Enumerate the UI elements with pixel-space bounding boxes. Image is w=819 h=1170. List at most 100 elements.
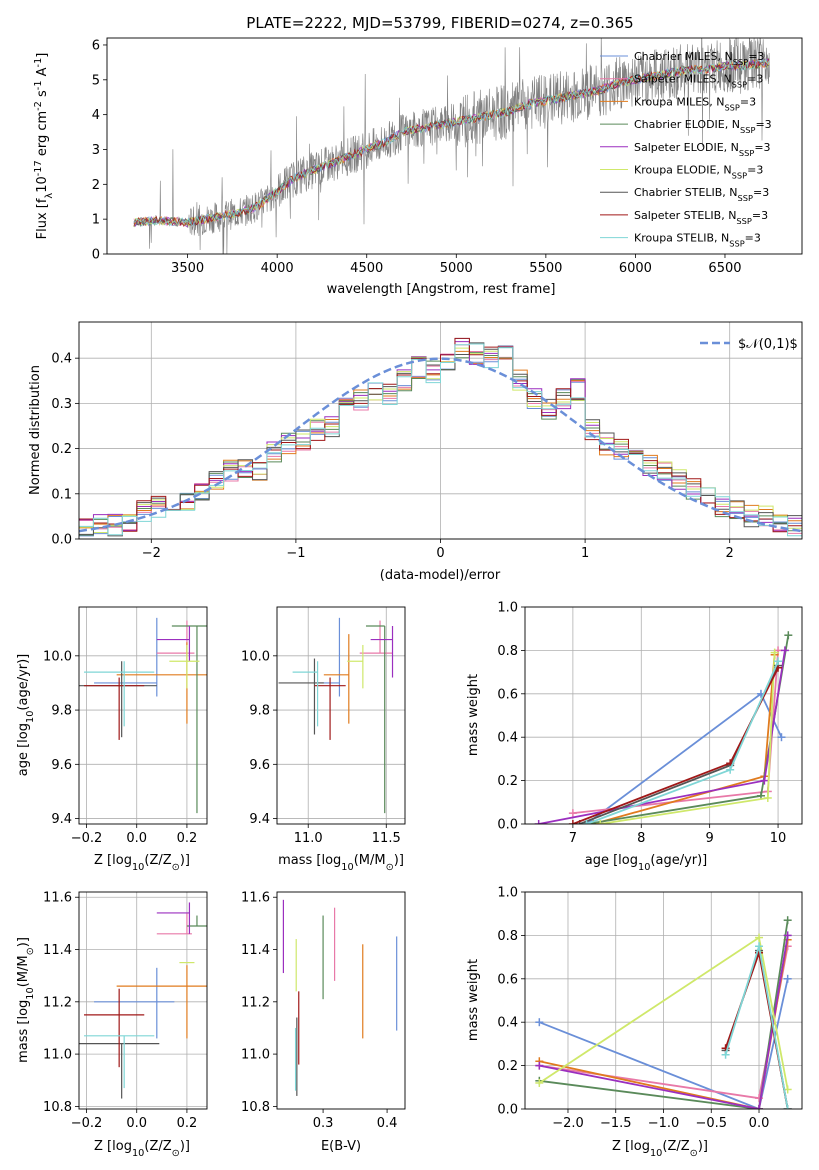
label-part: −1.5 (600, 1116, 632, 1131)
y-tick-label: 0.2 (497, 774, 518, 789)
label-part: 0.6 (497, 687, 518, 702)
label-part: 10 (770, 831, 787, 846)
x-axis-label: Z [log10(Z/Z⊙)] (94, 1139, 190, 1159)
y-axis-label: age [log10(age/yr)] (16, 654, 36, 777)
x-axis-label: Z [log10(Z/Z⊙)] (94, 853, 190, 873)
label-part: 0.4 (497, 731, 518, 746)
y-tick-label: 9.6 (249, 758, 270, 773)
label-part: 6 (92, 38, 100, 53)
weight-line-chabrier_miles (586, 692, 783, 824)
label-part: 0.0 (497, 1103, 518, 1118)
label-part: PLATE=2222, MJD=53799, FIBERID=0274, z=0… (246, 14, 633, 32)
label-part: Kroupa MILES, N (634, 95, 724, 108)
label-part: Z [log (94, 853, 132, 868)
y-tick-label: 0.2 (51, 442, 72, 457)
y-tick-label: 0.0 (497, 1103, 518, 1118)
y-tick-label: 1.0 (497, 886, 518, 901)
label-part: 0 (92, 248, 100, 263)
x-tick-label: 3500 (171, 261, 204, 276)
x-tick-label: 1 (581, 546, 589, 561)
y-tick-label: 9.4 (51, 812, 72, 827)
y-tick-label: 1.0 (497, 601, 518, 616)
label-part: SSP (732, 171, 747, 181)
label-part: λ (44, 193, 55, 199)
x-axis-label: mass [log10(M/M⊙)] (278, 853, 404, 873)
label-part: ⊙ (172, 1148, 180, 1159)
label-part: 6000 (619, 261, 652, 276)
label-part: 9.6 (51, 758, 72, 773)
y-tick-label: 0.4 (51, 352, 72, 367)
weight_vs_age-marks (534, 631, 793, 824)
label-part: (age/yr)] (650, 853, 707, 868)
weight-line-chabrier_stelib (724, 950, 789, 1109)
y-tick-label: 10.8 (43, 1100, 72, 1115)
y-axis-label: Flux [fλ10-17 erg cm-2 s-1 A-1] (33, 53, 55, 240)
label-part: 1.0 (497, 886, 518, 901)
weight_vs_Z-marks (535, 916, 792, 1109)
y-axis-label: Normed distribution (28, 365, 43, 495)
label-part: 0.2 (497, 1059, 518, 1074)
x-tick-label: −2 (142, 546, 161, 561)
y-tick-label: 11.0 (241, 1048, 270, 1063)
x-tick-label: 0.3 (313, 1116, 334, 1131)
x-tick-label: 4000 (261, 261, 294, 276)
label-part: (data-model)/error (380, 568, 501, 583)
label-part: 10 (132, 1148, 144, 1159)
label-part: 4500 (350, 261, 383, 276)
label-part: 0.3 (313, 1116, 334, 1131)
label-part: )] (180, 1139, 190, 1154)
label-part: 7 (569, 831, 577, 846)
label-part: 9.8 (249, 704, 270, 719)
label-part: -17 (33, 160, 44, 176)
label-part: mass [log (16, 1000, 31, 1063)
label-part: 11.2 (241, 995, 270, 1010)
label-part: Kroupa STELIB, N (634, 232, 729, 245)
label-part: ⊙ (386, 862, 394, 873)
label-part: 0.0 (126, 1116, 147, 1131)
y-axis-label: mass [log10(M/M⊙)] (16, 937, 36, 1063)
age_vs_Z-frame (78, 606, 208, 825)
y-axis-label: mass weight (466, 674, 481, 756)
label-part: Salpeter STELIB, N (634, 209, 736, 222)
label-part: =3 (752, 209, 768, 222)
label-part: s (35, 90, 50, 101)
label-part: Chabrier STELIB, N (634, 186, 738, 199)
label-part: =3 (754, 141, 770, 154)
label-part: 5500 (529, 261, 562, 276)
x-tick-label: 0.0 (126, 1116, 147, 1131)
weight-line-chabrier_elodie (539, 920, 789, 1109)
residuals-marks (79, 337, 802, 537)
x-tick-label: 9 (706, 831, 714, 846)
label-part: 0.2 (51, 442, 72, 457)
y-tick-label: 0.6 (497, 687, 518, 702)
legend-label-salpeter_miles: Salpeter MILES, NSSP=3 (634, 73, 763, 90)
weight-line-chabrier_miles (538, 978, 789, 1109)
label-part: =3 (747, 164, 763, 177)
y-tick-label: 11.6 (241, 891, 270, 906)
label-part: SSP (736, 216, 751, 226)
spectrum-panel (103, 44, 726, 258)
label-part: mass weight (466, 674, 481, 756)
y-tick-label: 9.6 (51, 758, 72, 773)
y-tick-label: 2 (92, 178, 100, 193)
x-axis-label: wavelength [Angstrom, rest frame] (327, 282, 556, 297)
y-tick-label: 0.1 (51, 487, 72, 502)
y-tick-label: 10.0 (241, 649, 270, 664)
x-tick-label: 5000 (440, 261, 473, 276)
y-tick-label: 0.4 (497, 731, 518, 746)
spectrum-marks (133, 38, 770, 254)
label-part: )] (698, 1139, 708, 1154)
label-part: (Z/Z (144, 1139, 171, 1154)
y-tick-label: 0.8 (497, 929, 518, 944)
x-tick-label: 11.0 (294, 831, 323, 846)
label-part: age [log (585, 853, 638, 868)
label-part: Chabrier MILES, N (634, 50, 733, 63)
mass_vs_Z-marks (79, 902, 207, 1099)
label-part: Z [log (612, 1139, 650, 1154)
label-part: wavelength [Angstrom, rest frame] (327, 282, 556, 297)
x-tick-label: 4500 (350, 261, 383, 276)
weight_vs_age-frame (524, 606, 803, 825)
label-part: SSP (740, 125, 755, 135)
y-tick-label: 6 (92, 38, 100, 53)
y-tick-label: 10.0 (43, 649, 72, 664)
